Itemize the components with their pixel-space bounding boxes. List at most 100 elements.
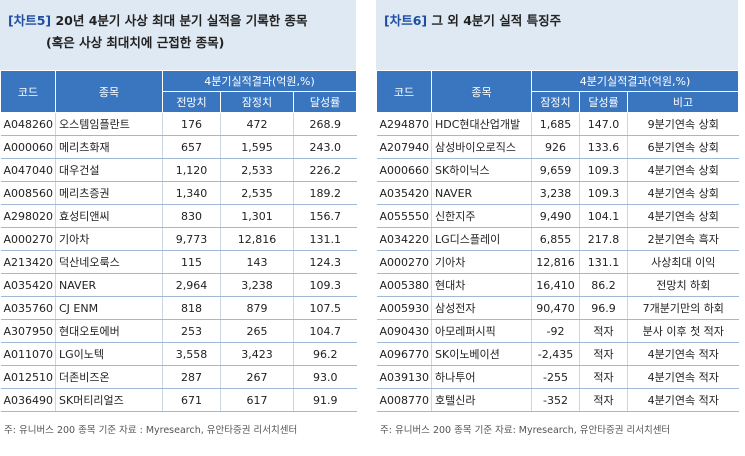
cell-name: NAVER — [431, 181, 532, 205]
chart5-table: 코드 종목 4분기실적결과(억원,%) 전망치 잠정치 달성률 A048260 오… — [0, 70, 358, 412]
table-row: A035760 CJ ENM 818 879 107.5 — [0, 296, 357, 320]
cell-achievement: 109.3 — [579, 181, 628, 205]
cell-note: 4분기연속 상회 — [627, 204, 739, 228]
cell-name: SK이노베이션 — [431, 342, 532, 366]
header-group: 4분기실적결과(억원,%) — [530, 70, 740, 92]
chart6-title-block: [차트6] 그 외 4분기 실적 특징주 — [376, 0, 738, 70]
cell-code: A035760 — [0, 296, 56, 320]
cell-preliminary: 12,816 — [220, 227, 294, 251]
cell-achievement: 243.0 — [293, 135, 357, 159]
cell-code: A034220 — [376, 227, 432, 251]
cell-achievement: 적자 — [579, 342, 628, 366]
cell-name: 효성티앤씨 — [55, 204, 163, 228]
cell-achievement: 적자 — [579, 388, 628, 412]
cell-code: A207940 — [376, 135, 432, 159]
cell-note: 4분기연속 적자 — [627, 365, 739, 389]
table-row: A000270 기아차 12,816 131.1 사상최대 이익 — [376, 250, 739, 274]
cell-note: 분사 이후 첫 적자 — [627, 319, 739, 343]
header-preliminary: 잠정치 — [531, 91, 580, 113]
cell-achievement: 96.2 — [293, 342, 357, 366]
cell-name: 메리츠화재 — [55, 135, 163, 159]
table-row: A213420 덕산네오룩스 115 143 124.3 — [0, 250, 357, 274]
table-row: A011070 LG이노텍 3,558 3,423 96.2 — [0, 342, 357, 366]
cell-name: 기아차 — [55, 227, 163, 251]
table-row: A090430 아모레퍼시픽 -92 적자 분사 이후 첫 적자 — [376, 319, 739, 343]
table-row: A008560 메리츠증권 1,340 2,535 189.2 — [0, 181, 357, 205]
cell-code: A047040 — [0, 158, 56, 182]
cell-preliminary: 879 — [220, 296, 294, 320]
table-row: A000270 기아차 9,773 12,816 131.1 — [0, 227, 357, 251]
cell-achievement: 147.0 — [579, 112, 628, 136]
header-achievement: 달성률 — [292, 91, 358, 113]
table-row: A005930 삼성전자 90,470 96.9 7개분기만의 하회 — [376, 296, 739, 320]
cell-preliminary: 2,533 — [220, 158, 294, 182]
cell-achievement: 86.2 — [579, 273, 628, 297]
cell-preliminary: 3,238 — [220, 273, 294, 297]
cell-note: 2분기연속 흑자 — [627, 227, 739, 251]
cell-achievement: 96.9 — [579, 296, 628, 320]
cell-preliminary: 1,301 — [220, 204, 294, 228]
cell-name: 삼성바이오로직스 — [431, 135, 532, 159]
cell-preliminary: -2,435 — [531, 342, 580, 366]
cell-achievement: 217.8 — [579, 227, 628, 251]
cell-code: A036490 — [0, 388, 56, 412]
cell-achievement: 104.7 — [293, 319, 357, 343]
cell-preliminary: 12,816 — [531, 250, 580, 274]
cell-forecast: 830 — [162, 204, 221, 228]
cell-code: A048260 — [0, 112, 56, 136]
cell-preliminary: 1,595 — [220, 135, 294, 159]
cell-code: A090430 — [376, 319, 432, 343]
cell-name: 대우건설 — [55, 158, 163, 182]
cell-forecast: 818 — [162, 296, 221, 320]
cell-preliminary: 6,855 — [531, 227, 580, 251]
cell-achievement: 93.0 — [293, 365, 357, 389]
cell-achievement: 109.3 — [293, 273, 357, 297]
cell-preliminary: 3,238 — [531, 181, 580, 205]
chart5-panel: [차트5] 20년 4분기 사상 최대 분기 실적을 기록한 종목 (혹은 사상… — [0, 0, 358, 436]
cell-code: A008560 — [0, 181, 56, 205]
cell-achievement: 104.1 — [579, 204, 628, 228]
cell-code: A035420 — [0, 273, 56, 297]
cell-code: A012510 — [0, 365, 56, 389]
cell-code: A213420 — [0, 250, 56, 274]
table-row: A055550 신한지주 9,490 104.1 4분기연속 상회 — [376, 204, 739, 228]
cell-achievement: 적자 — [579, 365, 628, 389]
cell-preliminary: -255 — [531, 365, 580, 389]
table-row: A000060 메리츠화재 657 1,595 243.0 — [0, 135, 357, 159]
cell-achievement: 268.9 — [293, 112, 357, 136]
cell-code: A000270 — [0, 227, 56, 251]
cell-note: 6분기연속 상회 — [627, 135, 739, 159]
chart6-footer: 주: 유니버스 200 종목 기준 자료: Myresearch, 유안타증권 … — [380, 425, 671, 436]
table-row: A307950 현대오토에버 253 265 104.7 — [0, 319, 357, 343]
cell-forecast: 671 — [162, 388, 221, 412]
table-row: A048260 오스템임플란트 176 472 268.9 — [0, 112, 357, 136]
cell-preliminary: -352 — [531, 388, 580, 412]
cell-name: LG디스플레이 — [431, 227, 532, 251]
cell-name: 메리츠증권 — [55, 181, 163, 205]
cell-preliminary: 90,470 — [531, 296, 580, 320]
cell-name: HDC현대산업개발 — [431, 112, 532, 136]
cell-preliminary: 16,410 — [531, 273, 580, 297]
header-group: 4분기실적결과(억원,%) — [161, 70, 358, 92]
cell-code: A035420 — [376, 181, 432, 205]
cell-note: 4분기연속 상회 — [627, 181, 739, 205]
chart5-subtitle: (혹은 사상 최대치에 근접한 종목) — [46, 35, 225, 50]
cell-preliminary: 9,659 — [531, 158, 580, 182]
table-row: A034220 LG디스플레이 6,855 217.8 2분기연속 흑자 — [376, 227, 739, 251]
cell-preliminary: 143 — [220, 250, 294, 274]
cell-name: SK하이닉스 — [431, 158, 532, 182]
cell-achievement: 적자 — [579, 319, 628, 343]
cell-code: A000060 — [0, 135, 56, 159]
cell-preliminary: -92 — [531, 319, 580, 343]
cell-achievement: 133.6 — [579, 135, 628, 159]
cell-forecast: 176 — [162, 112, 221, 136]
table-row: A298020 효성티앤씨 830 1,301 156.7 — [0, 204, 357, 228]
table-row: A000660 SK하이닉스 9,659 109.3 4분기연속 상회 — [376, 158, 739, 182]
cell-forecast: 287 — [162, 365, 221, 389]
cell-name: 호텔신라 — [431, 388, 532, 412]
cell-note: 사상최대 이익 — [627, 250, 739, 274]
cell-forecast: 657 — [162, 135, 221, 159]
chart5-tag: [차트5] — [8, 13, 52, 28]
chart6-title: 그 외 4분기 실적 특징주 — [431, 13, 562, 28]
cell-achievement: 131.1 — [579, 250, 628, 274]
